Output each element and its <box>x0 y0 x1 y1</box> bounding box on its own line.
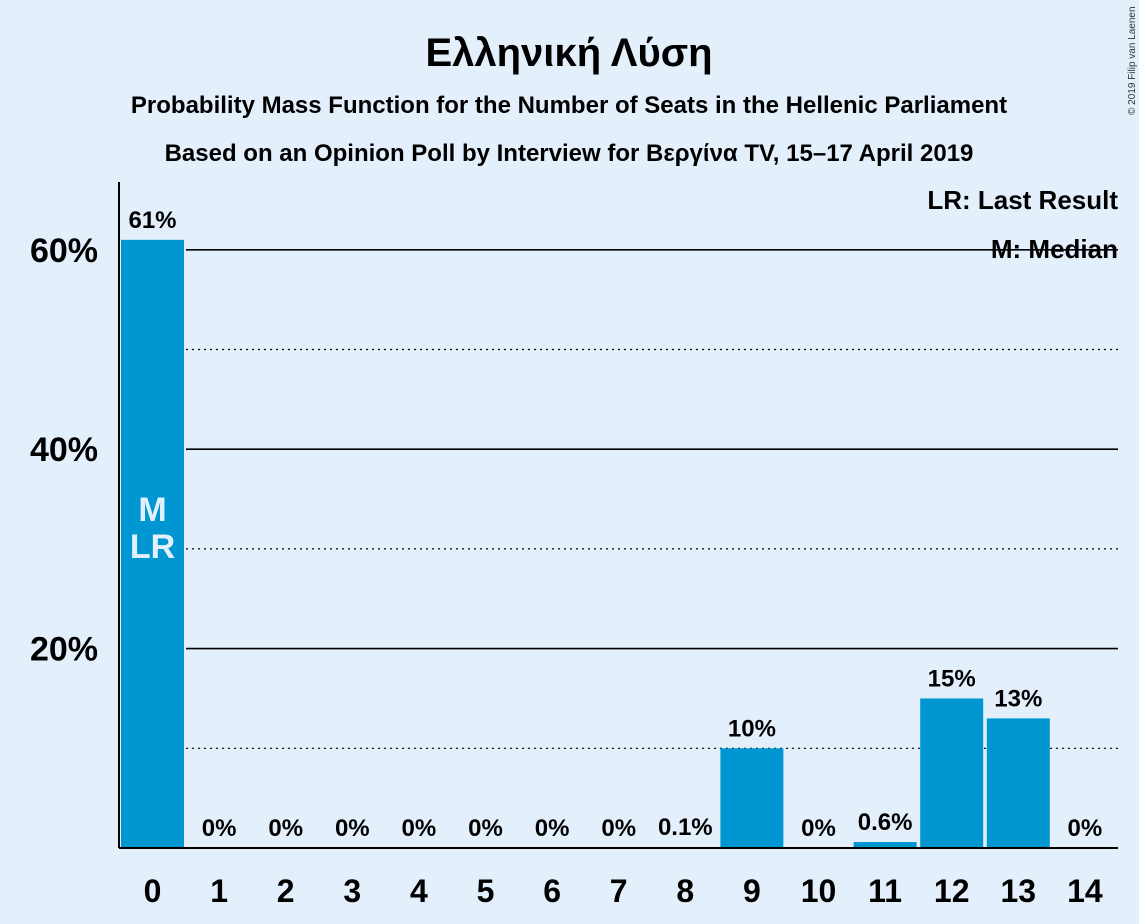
y-tick-label: 60% <box>30 232 98 270</box>
x-tick-label: 1 <box>210 873 228 909</box>
x-tick-label: 14 <box>1067 873 1103 909</box>
bar <box>920 698 984 848</box>
bar-value-label: 0% <box>202 815 237 842</box>
bar-value-label: 15% <box>928 665 976 692</box>
x-tick-label: 9 <box>743 873 761 909</box>
bar-value-label: 10% <box>728 715 776 742</box>
bar-value-label: 0% <box>268 815 303 842</box>
x-tick-label: 10 <box>801 873 837 909</box>
chart-subtitle-2: Based on an Opinion Poll by Interview fo… <box>165 140 974 167</box>
x-tick-label: 7 <box>610 873 628 909</box>
bar-value-label: 0% <box>801 815 836 842</box>
bar <box>853 842 917 848</box>
x-tick-label: 6 <box>543 873 561 909</box>
last-result-marker: LR <box>130 528 175 566</box>
bar-value-label: 13% <box>994 685 1042 712</box>
bar-value-label: 0% <box>335 815 370 842</box>
x-tick-label: 2 <box>277 873 295 909</box>
median-marker: M <box>138 491 166 529</box>
axes <box>118 182 1118 849</box>
chart-subtitle-1: Probability Mass Function for the Number… <box>131 92 1007 119</box>
chart-title: Ελληνική Λύση <box>425 31 712 75</box>
y-tick-label: 40% <box>30 431 98 469</box>
x-tick-label: 8 <box>676 873 694 909</box>
x-tick-label: 0 <box>144 873 162 909</box>
copyright-notice: © 2019 Filip van Laenen <box>1127 6 1138 115</box>
bar <box>986 718 1050 848</box>
x-tick-label: 4 <box>410 873 428 909</box>
bar-value-label: 0% <box>1068 815 1103 842</box>
bar-value-label: 0.1% <box>658 814 713 841</box>
bar-value-label: 0% <box>468 815 503 842</box>
bar-value-label: 61% <box>128 207 176 234</box>
legend-last-result: LR: Last Result <box>927 185 1118 215</box>
bar-value-label: 0% <box>402 815 437 842</box>
x-tick-label: 5 <box>477 873 495 909</box>
bar <box>720 748 784 848</box>
x-tick-label: 13 <box>1001 873 1037 909</box>
x-tick-label: 12 <box>934 873 970 909</box>
x-tick-label: 3 <box>343 873 361 909</box>
bar-value-label: 0% <box>535 815 570 842</box>
gridlines: 20% 40% 60% <box>30 232 1118 749</box>
bar <box>121 239 184 848</box>
bar-value-label: 0.6% <box>858 809 913 836</box>
bars <box>121 239 1050 848</box>
legend-median: M: Median <box>991 234 1118 264</box>
y-tick-label: 20% <box>30 631 98 669</box>
bar-value-label: 0% <box>601 815 636 842</box>
x-tick-label: 11 <box>868 873 902 909</box>
labels: 61%00%10%20%30%40%50%60%70.1%810%90%100.… <box>128 207 1102 909</box>
